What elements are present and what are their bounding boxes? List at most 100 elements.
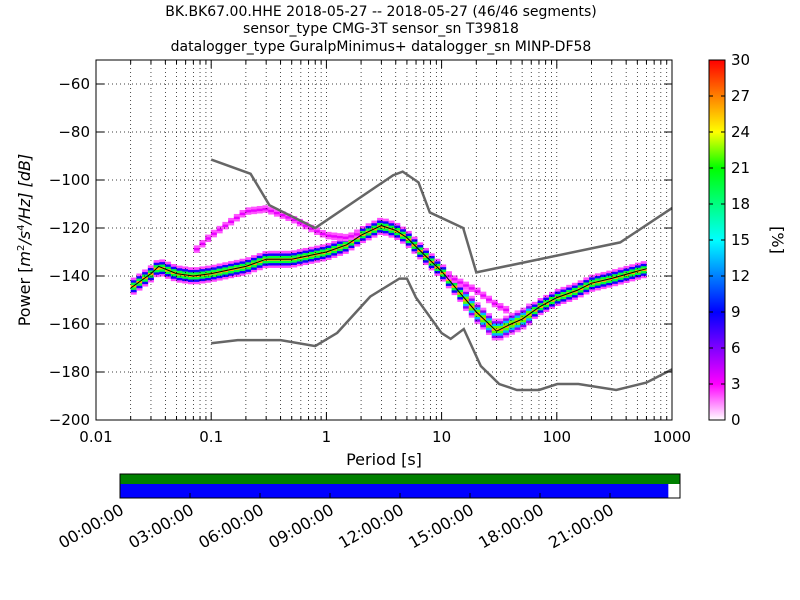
density-cell bbox=[629, 276, 636, 279]
density-cell bbox=[497, 323, 504, 327]
density-cell bbox=[210, 269, 217, 273]
density-cell bbox=[262, 265, 269, 269]
density-cell bbox=[222, 274, 229, 277]
density-cell bbox=[554, 291, 561, 295]
density-cell bbox=[354, 230, 361, 234]
colorbar-tick-label: 24 bbox=[731, 123, 750, 141]
density-cell bbox=[474, 287, 481, 291]
density-cell bbox=[485, 298, 493, 301]
density-cell bbox=[233, 259, 240, 263]
density-cell bbox=[187, 276, 195, 280]
density-cell bbox=[554, 293, 561, 297]
density-cell bbox=[159, 269, 166, 272]
density-cell bbox=[571, 285, 578, 288]
density-cell bbox=[165, 266, 172, 270]
density-cell bbox=[296, 249, 303, 252]
density-cell bbox=[549, 301, 556, 305]
density-cell bbox=[629, 278, 636, 282]
density-cell bbox=[526, 315, 533, 319]
density-cell bbox=[531, 313, 538, 317]
density-cell bbox=[485, 295, 493, 299]
density-cell bbox=[331, 243, 338, 246]
density-cell bbox=[468, 310, 475, 313]
x-tick-label: 0.01 bbox=[79, 428, 112, 446]
density-cell bbox=[537, 300, 544, 304]
density-cell bbox=[445, 283, 452, 286]
density-cell bbox=[400, 238, 407, 242]
y-tick-label: −100 bbox=[49, 171, 90, 189]
density-cell bbox=[228, 270, 235, 274]
density-cell bbox=[583, 277, 590, 281]
density-cell bbox=[445, 285, 452, 289]
density-cell bbox=[285, 262, 292, 266]
density-cell bbox=[480, 296, 487, 300]
density-cell bbox=[514, 315, 521, 318]
density-cell bbox=[262, 207, 269, 211]
density-cell bbox=[142, 274, 149, 277]
density-cell bbox=[359, 235, 366, 239]
density-cell bbox=[348, 242, 355, 246]
density-cell bbox=[279, 213, 286, 217]
density-cell bbox=[193, 245, 200, 249]
density-cell bbox=[589, 289, 596, 292]
density-cell bbox=[577, 289, 584, 293]
density-cell bbox=[273, 265, 280, 268]
timeline-tick-label: 18:00:00 bbox=[475, 500, 547, 552]
density-cell bbox=[291, 255, 298, 258]
density-cell bbox=[428, 258, 435, 261]
density-cell bbox=[365, 223, 372, 226]
density-cell bbox=[623, 275, 630, 279]
density-cell bbox=[388, 225, 395, 229]
density-cell bbox=[463, 293, 470, 297]
density-cell bbox=[503, 318, 510, 321]
colorbar-tick-label: 27 bbox=[731, 87, 750, 105]
density-cell bbox=[388, 220, 395, 224]
density-cell bbox=[491, 332, 498, 336]
density-cell bbox=[526, 305, 533, 309]
density-cell bbox=[205, 277, 212, 281]
density-cell bbox=[640, 265, 647, 269]
density-cell bbox=[239, 263, 246, 267]
density-cell bbox=[497, 318, 504, 322]
density-cell bbox=[503, 320, 510, 324]
density-cell bbox=[463, 301, 470, 304]
density-cell bbox=[617, 277, 624, 280]
density-cell bbox=[233, 213, 240, 217]
density-cell bbox=[187, 267, 195, 270]
density-cell bbox=[434, 261, 441, 264]
density-cell bbox=[508, 324, 515, 328]
density-cell bbox=[514, 322, 521, 326]
density-cell bbox=[336, 233, 344, 236]
density-cell bbox=[560, 298, 567, 302]
density-cell bbox=[336, 243, 344, 247]
density-cell bbox=[222, 226, 229, 230]
density-cell bbox=[256, 267, 263, 271]
density-cell bbox=[497, 330, 504, 334]
density-cell bbox=[262, 205, 269, 208]
density-cell bbox=[623, 280, 630, 283]
density-cell bbox=[474, 292, 481, 296]
density-cell bbox=[440, 266, 447, 270]
density-cell bbox=[566, 289, 573, 293]
density-cell bbox=[325, 231, 332, 235]
density-cell bbox=[176, 268, 183, 271]
density-cell bbox=[629, 266, 636, 270]
density-cell bbox=[302, 247, 309, 251]
density-cell bbox=[531, 306, 538, 310]
density-cell bbox=[382, 221, 389, 224]
density-cell bbox=[228, 217, 235, 221]
density-cell bbox=[514, 312, 521, 316]
colorbar-tick-label: 30 bbox=[731, 51, 750, 69]
density-cell bbox=[182, 276, 189, 279]
density-cell bbox=[503, 334, 510, 338]
density-cell bbox=[468, 312, 475, 316]
density-cell bbox=[302, 226, 309, 230]
density-cell bbox=[273, 253, 280, 256]
density-cell bbox=[228, 220, 235, 224]
density-cell bbox=[514, 310, 521, 314]
density-cell bbox=[262, 251, 269, 254]
density-cell bbox=[640, 273, 647, 276]
density-cell bbox=[268, 209, 275, 213]
density-cell bbox=[359, 225, 366, 229]
density-cell bbox=[543, 297, 550, 301]
